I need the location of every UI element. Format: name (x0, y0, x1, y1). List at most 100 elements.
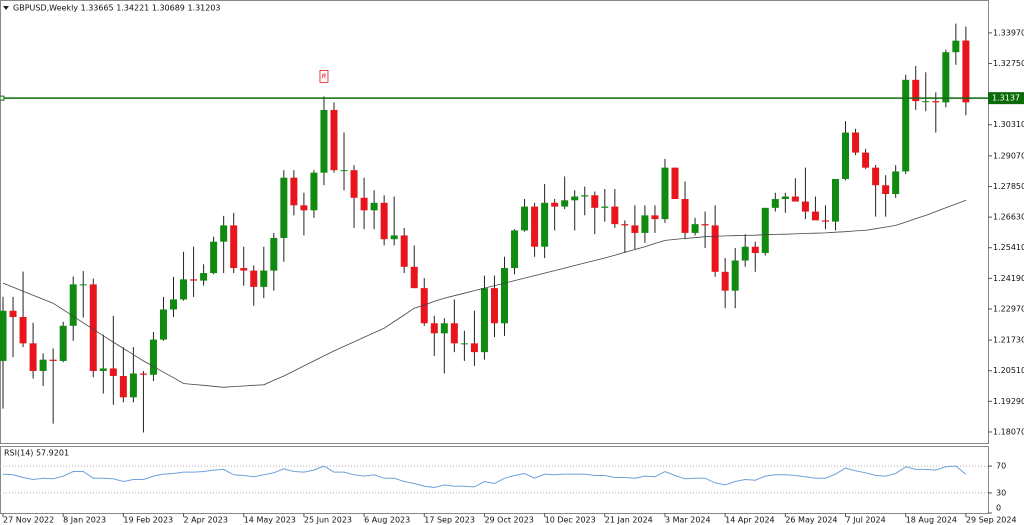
candle-body (631, 225, 639, 233)
candle-body (480, 288, 488, 353)
candle-body (521, 206, 529, 231)
candle-body (390, 235, 398, 240)
x-tick-label: 10 Dec 2023 (545, 516, 596, 525)
candle-body (952, 40, 960, 53)
candle-body (511, 230, 519, 269)
candle-body (581, 195, 589, 197)
x-tick-label: 27 Nov 2022 (3, 516, 54, 525)
y-tick-label: 1.29070 (993, 151, 1024, 160)
candle-body (240, 268, 248, 271)
candle-body (821, 220, 829, 222)
candle-body (180, 279, 188, 300)
candle-body (811, 211, 819, 221)
x-tick-label: 29 Oct 2023 (484, 516, 533, 525)
candle-body (621, 224, 629, 226)
x-tick-label: 25 Jun 2023 (304, 516, 352, 525)
candle-body (29, 343, 37, 371)
y-tick-label: 1.33970 (993, 28, 1024, 37)
candle-body (400, 235, 408, 267)
indicator-line (2, 465, 967, 489)
x-tick-label: 8 Jan 2023 (63, 516, 106, 525)
x-tick-label: 21 Jan 2024 (605, 516, 653, 525)
candle-body (69, 284, 77, 326)
main-pane-frame (0, 0, 989, 444)
x-tick-label: 2 Apr 2023 (184, 516, 228, 525)
level-label-box (988, 92, 1024, 105)
candle-body (159, 309, 167, 340)
x-tick-label: 17 Sep 2023 (424, 516, 475, 525)
candle-body (370, 202, 378, 211)
x-tick-label: 7 Jul 2024 (846, 516, 886, 525)
candle-body (852, 132, 860, 153)
candle-body (922, 101, 930, 103)
candle-body (942, 52, 950, 103)
candle-body (79, 284, 87, 286)
candle-body (59, 325, 67, 361)
candle-body (751, 246, 759, 253)
candle-body (902, 79, 910, 172)
x-tick-label: 29 Sep 2024 (966, 516, 1017, 525)
candle-body (250, 270, 258, 287)
candle-body (831, 178, 839, 222)
candle-body (892, 171, 900, 195)
candle-body (460, 343, 468, 345)
x-tick-label: 19 Feb 2023 (123, 516, 173, 525)
candle-body (842, 132, 850, 179)
x-tick-label: 3 Mar 2024 (665, 516, 711, 525)
candle-body (149, 339, 157, 375)
candle-body (661, 167, 669, 220)
candle-body (962, 40, 970, 103)
candle-body (872, 167, 880, 186)
indicator-y-tick-label: 0 (996, 504, 1001, 513)
candle-body (601, 206, 609, 208)
candle-body (711, 225, 719, 272)
y-tick-label: 1.20510 (993, 366, 1024, 375)
candle-body (280, 177, 288, 238)
candle-body (360, 197, 368, 211)
candle-body (741, 246, 749, 261)
candle-body (611, 206, 619, 225)
candle-body (290, 177, 298, 206)
candle-body (39, 359, 47, 371)
candle-body (440, 323, 448, 334)
candle-body (430, 323, 438, 334)
y-tick-label: 1.24190 (993, 274, 1024, 283)
candle-body (210, 241, 218, 274)
y-tick-label: 1.25410 (993, 243, 1024, 252)
marker-box (319, 69, 329, 83)
candle-body (450, 323, 458, 344)
candle-body (681, 199, 689, 233)
y-tick-label: 1.30310 (993, 120, 1024, 129)
candle-body (862, 152, 870, 168)
marker-label: R (322, 72, 327, 80)
candle-body (771, 199, 779, 208)
candle-body (932, 101, 940, 103)
candle-body (882, 185, 890, 195)
candle-body (551, 202, 559, 207)
candle-body (701, 224, 709, 226)
candle-body (89, 284, 97, 371)
candle-body (591, 195, 599, 208)
candle-body (139, 373, 147, 375)
candle-body (641, 215, 649, 233)
candle-body (671, 167, 679, 200)
y-tick-label: 1.32750 (993, 59, 1024, 68)
candle-body (691, 224, 699, 233)
candle-body (129, 373, 137, 398)
candle-body (49, 359, 57, 361)
candle-body (470, 343, 478, 353)
candle-body (119, 375, 127, 398)
moving-average-line (2, 199, 967, 388)
candle-body (410, 266, 418, 289)
level-handle (0, 95, 5, 101)
indicator-y-tick-label: 30 (996, 488, 1006, 497)
candle-body (99, 368, 107, 371)
candle-body (531, 206, 539, 247)
candle-body (200, 273, 208, 281)
x-tick-label: 26 May 2024 (785, 516, 837, 525)
menu-arrow (3, 6, 9, 10)
y-tick-label: 1.21730 (993, 336, 1024, 345)
candle-body (109, 368, 117, 376)
candle-body (781, 196, 789, 200)
